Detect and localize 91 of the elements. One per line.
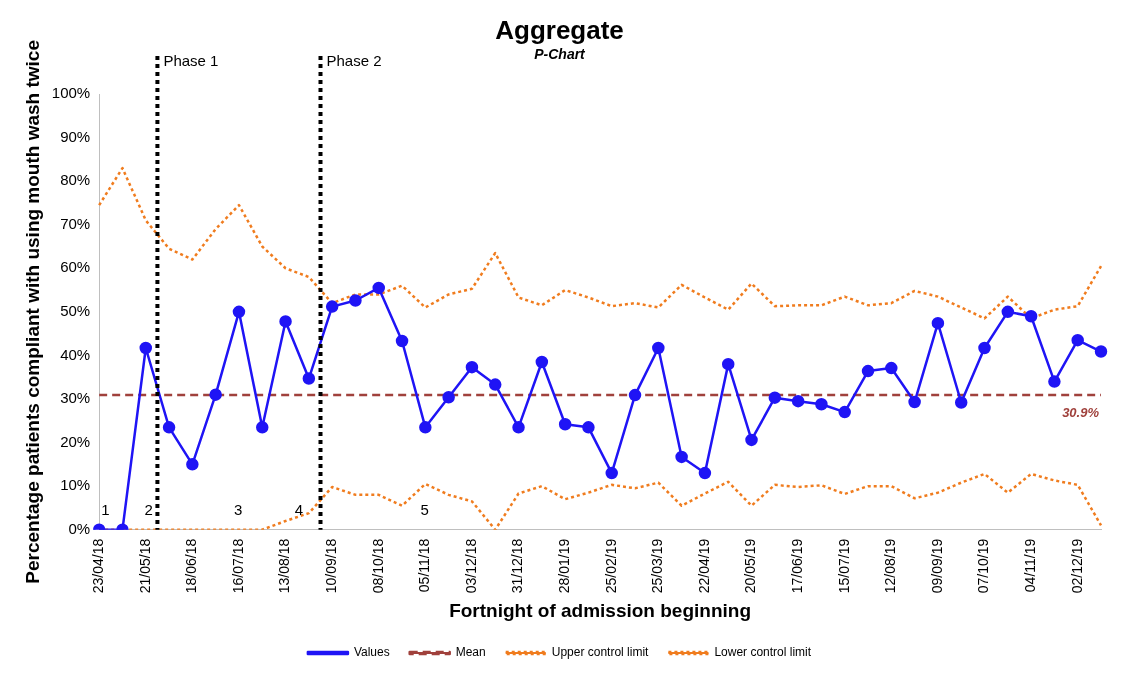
- point: [535, 355, 549, 369]
- point: [395, 334, 409, 348]
- chart-title: Aggregate: [495, 14, 624, 45]
- point: [605, 466, 618, 480]
- text: Phase 2: [326, 52, 382, 70]
- legend-label: Mean: [455, 645, 486, 660]
- point: [721, 357, 735, 371]
- point: [465, 360, 479, 374]
- x-tick-label: 04/11/19: [1021, 538, 1038, 593]
- x-tick-label: 23/04/18: [90, 538, 107, 594]
- x-tick-label: 05/11/18: [416, 538, 433, 593]
- text: Phase 1: [163, 52, 219, 70]
- x-tick-label: 25/03/19: [649, 538, 666, 594]
- y-tick-label: 60%: [60, 258, 91, 276]
- x-tick-label: 10/09/18: [323, 538, 340, 594]
- point: [908, 395, 921, 409]
- point: [838, 405, 851, 419]
- y-tick-label: 10%: [60, 476, 91, 494]
- point: [372, 281, 385, 295]
- point: [139, 341, 153, 355]
- annotation: 5: [420, 501, 429, 519]
- x-tick-label: 16/07/18: [229, 538, 246, 594]
- point: [558, 418, 572, 431]
- y-axis-title: Percentage patients compliant with using mouth wash twice: [21, 40, 43, 584]
- point: [1048, 375, 1061, 388]
- point: [325, 300, 339, 313]
- y-tick-label: 0%: [68, 519, 91, 537]
- point: [256, 421, 269, 434]
- point: [1094, 345, 1108, 358]
- point: [512, 421, 525, 434]
- point: [861, 364, 875, 378]
- point: [162, 421, 176, 434]
- annotation: 3: [234, 501, 243, 519]
- y-tick-label: 30%: [60, 389, 91, 407]
- y-tick-label: 80%: [60, 171, 91, 189]
- point: [698, 466, 712, 480]
- x-tick-label: 07/10/19: [975, 538, 992, 594]
- point: [768, 391, 782, 404]
- x-tick-label: 08/10/18: [369, 538, 386, 594]
- x-tick-label: 02/12/19: [1068, 538, 1085, 594]
- legend-label: Lower control limit: [714, 645, 812, 660]
- point: [209, 388, 222, 401]
- x-axis-title: Fortnight of admission beginning: [449, 599, 752, 621]
- x-tick-label: 21/05/18: [136, 538, 153, 594]
- annotation: 2: [144, 501, 153, 519]
- point: [419, 421, 432, 434]
- point: [885, 361, 898, 375]
- y-tick-label: 40%: [60, 345, 91, 363]
- annotation: 4: [294, 501, 304, 519]
- point: [628, 388, 642, 402]
- x-tick-label: 12/08/19: [882, 538, 899, 594]
- point: [931, 316, 945, 330]
- point: [954, 396, 968, 409]
- point: [1001, 305, 1015, 319]
- point: [978, 341, 991, 355]
- annotation: 30.9%: [1062, 404, 1100, 420]
- point: [488, 378, 502, 391]
- point: [791, 394, 805, 408]
- point: [349, 294, 362, 307]
- x-tick-label: 03/12/18: [462, 538, 479, 594]
- chart-subtitle: P-Chart: [534, 46, 587, 63]
- x-tick-label: 18/06/18: [183, 538, 200, 594]
- y-tick-label: 100%: [51, 84, 91, 102]
- point: [745, 433, 758, 447]
- point: [279, 315, 292, 328]
- point: [652, 341, 665, 355]
- annotation: 1: [101, 501, 110, 519]
- point: [675, 450, 688, 464]
- point: [1024, 309, 1038, 323]
- x-tick-label: 15/07/19: [835, 538, 852, 594]
- x-tick-label: 17/06/19: [788, 538, 805, 594]
- x-tick-label: 25/02/19: [602, 538, 619, 594]
- y-tick-label: 90%: [60, 127, 91, 145]
- legend-label: Values: [353, 645, 390, 660]
- x-tick-label: 28/01/19: [555, 538, 572, 594]
- point: [186, 458, 199, 471]
- point: [582, 421, 595, 434]
- x-tick-label: 09/09/19: [928, 538, 945, 594]
- point: [815, 397, 828, 411]
- y-tick-label: 70%: [60, 214, 91, 232]
- x-tick-label: 20/05/19: [742, 538, 759, 594]
- x-tick-label: 22/04/19: [695, 538, 712, 594]
- point: [442, 391, 455, 404]
- y-tick-label: 50%: [60, 301, 91, 319]
- y-tick-label: 20%: [60, 432, 91, 450]
- x-tick-label: 13/08/18: [276, 538, 293, 594]
- point: [302, 372, 316, 385]
- x-tick-label: 31/12/18: [509, 538, 526, 594]
- point: [1071, 333, 1084, 347]
- legend-label: Upper control limit: [551, 645, 650, 660]
- point: [232, 305, 246, 319]
